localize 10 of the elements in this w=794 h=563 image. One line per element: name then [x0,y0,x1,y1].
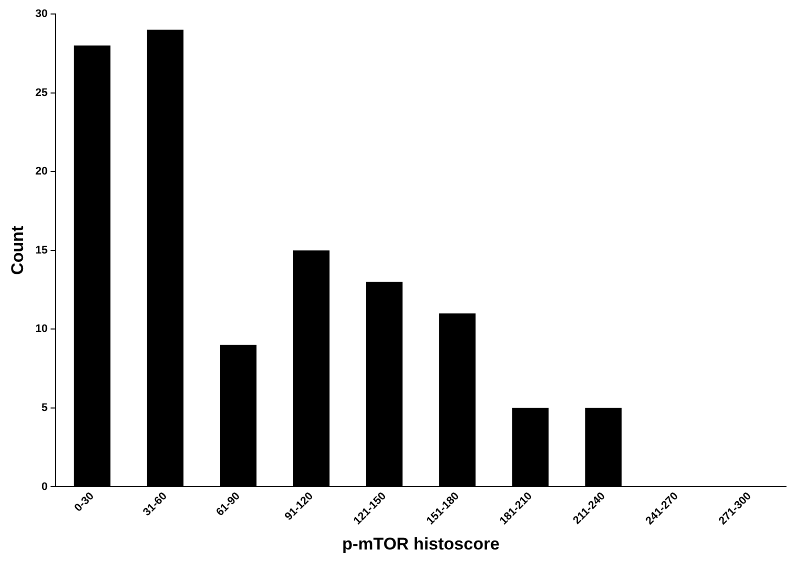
y-tick-label: 25 [35,86,48,99]
y-tick-label: 5 [42,402,48,414]
y-tick-label: 20 [35,166,48,178]
y-tick-label: 0 [42,480,48,493]
y-tick-label: 30 [35,8,48,20]
x-tick-label: 0-30 [72,490,96,514]
y-tick-label: 15 [35,244,48,256]
y-axis-title: Count [8,225,27,275]
y-tick-label: 10 [35,323,48,336]
x-axis-title: p-mTOR histoscore [342,534,500,554]
